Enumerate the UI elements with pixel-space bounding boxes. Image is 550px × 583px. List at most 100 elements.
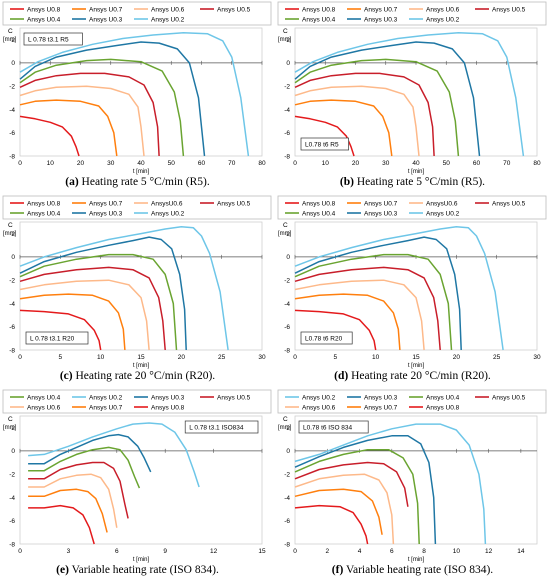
y-axis-unit: [mm] xyxy=(3,231,17,237)
x-axis-label: t [min] xyxy=(408,557,425,563)
y-tick-label: -2 xyxy=(9,277,15,284)
legend-label: Ansys U0.4 xyxy=(426,395,460,402)
y-tick-label: -4 xyxy=(284,301,290,308)
series-line xyxy=(28,446,141,489)
annotation-box xyxy=(300,137,349,151)
series-line xyxy=(19,279,150,351)
series-line xyxy=(19,266,166,351)
x-tick-label: 20 xyxy=(352,160,360,167)
legend-label: Ansys U0.3 xyxy=(151,395,185,402)
y-tick-label: 0 xyxy=(286,60,290,67)
y-tick-label: -4 xyxy=(284,495,290,502)
caption-e: (e) Variable heating rate (ISO 834). xyxy=(56,564,219,576)
chart-f: Ansys U0.2 Ansys U0.3 Ansys U0.4 Ansys U0.5… xyxy=(277,389,547,563)
y-axis-unit: [mm] xyxy=(3,425,17,431)
legend-box xyxy=(277,1,547,26)
series-line xyxy=(19,58,185,157)
x-tick-label: 8 xyxy=(422,548,426,555)
legend-label: Ansys U0.4 xyxy=(27,395,61,402)
annotation-label: L 0.78 t3.1 R5 xyxy=(28,37,69,44)
series-line xyxy=(294,31,525,157)
series-line xyxy=(19,31,250,157)
legend-label: Ansys U0.4 xyxy=(27,17,61,24)
x-tick-label: 9 xyxy=(163,548,167,555)
x-axis-label: t [min] xyxy=(408,363,425,369)
y-axis-label: C xyxy=(8,416,13,423)
y-tick-label: -6 xyxy=(284,518,290,525)
y-tick-label: -4 xyxy=(9,495,15,502)
y-axis-unit: [mm] xyxy=(278,37,292,43)
caption-a: (a) Heating rate 5 °C/min (R5). xyxy=(65,176,210,188)
y-axis-label: C xyxy=(8,28,13,35)
series-line xyxy=(294,435,437,545)
x-tick-label: 80 xyxy=(258,160,266,167)
legend-label: Ansys U0.4 xyxy=(302,17,336,24)
legend-label: Ansys U0.7 xyxy=(89,7,123,14)
x-axis-label: t [min] xyxy=(133,557,150,563)
legend-label: Ansys U0.7 xyxy=(89,405,123,412)
y-tick-label: -2 xyxy=(9,83,15,90)
legend-label: Ansys U0.6 xyxy=(151,7,185,14)
caption-b: (b) Heating rate 5 °C/min (R5). xyxy=(339,176,486,188)
panel-a: Ansys U0.8 Ansys U0.7 Ansys U0.6 Ansys U0.5… xyxy=(0,0,275,194)
series-line xyxy=(294,72,435,157)
legend-label: AnsysU0.6 xyxy=(151,201,183,208)
legend-label: Ansys U0.2 xyxy=(302,395,336,402)
annotation-box xyxy=(25,331,89,345)
series-line xyxy=(19,41,206,157)
panel-e: Ansys U0.4 Ansys U0.2 Ansys U0.3 Ansys U0.5… xyxy=(0,388,275,582)
legend-label: Ansys U0.4 xyxy=(302,211,336,218)
legend-label: AnsysU0.6 xyxy=(426,201,458,208)
plot-area xyxy=(294,415,538,545)
series-line xyxy=(294,99,393,157)
x-tick-label: 5 xyxy=(59,354,63,361)
y-tick-label: 0 xyxy=(11,60,15,67)
series-line xyxy=(294,504,369,545)
x-tick-label: 10 xyxy=(453,548,461,555)
chart-c: Ansys U0.8 Ansys U0.7 AnsysU0.6 Ansys U0.5 A… xyxy=(2,195,272,369)
x-axis-label: t [min] xyxy=(408,169,425,175)
x-tick-label: 4 xyxy=(358,548,362,555)
series-line xyxy=(28,433,152,473)
series-line xyxy=(294,279,425,351)
x-tick-label: 15 xyxy=(258,548,266,555)
legend-label: Ansys U0.8 xyxy=(302,201,336,208)
legend-label: Ansys U0.8 xyxy=(426,405,460,412)
chart-b: Ansys U0.8 Ansys U0.7 Ansys U0.6 Ansys U0.5… xyxy=(277,1,547,175)
x-tick-label: 0 xyxy=(18,160,22,167)
legend-box xyxy=(2,389,272,414)
y-tick-label: 2 xyxy=(286,37,290,44)
y-tick-label: 0 xyxy=(286,254,290,261)
y-tick-label: -2 xyxy=(9,471,15,478)
y-tick-label: -6 xyxy=(9,130,15,137)
x-tick-label: 12 xyxy=(210,548,218,555)
series-line xyxy=(28,461,129,519)
series-line xyxy=(294,488,383,535)
y-tick-label: -6 xyxy=(9,518,15,525)
x-tick-label: 30 xyxy=(107,160,115,167)
series-line xyxy=(294,309,377,351)
chart-e: Ansys U0.4 Ansys U0.2 Ansys U0.3 Ansys U0.5… xyxy=(2,389,272,563)
y-tick-label: -2 xyxy=(284,277,290,284)
panel-b: Ansys U0.8 Ansys U0.7 Ansys U0.6 Ansys U0.5… xyxy=(275,0,550,194)
x-axis-label: t [min] xyxy=(133,169,150,175)
x-tick-label: 70 xyxy=(503,160,511,167)
legend-box xyxy=(2,195,272,220)
x-tick-label: 25 xyxy=(218,354,226,361)
legend-label: Ansys U0.5 xyxy=(217,7,251,14)
y-axis-label: C xyxy=(283,416,288,423)
x-tick-label: 40 xyxy=(137,160,145,167)
y-tick-label: 2 xyxy=(286,425,290,432)
series-line xyxy=(294,115,355,157)
series-line xyxy=(19,225,229,351)
caption-c: (c) Heating rate 20 °C/min (R20). xyxy=(59,370,216,382)
series-line xyxy=(294,423,487,545)
legend-label: Ansys U0.6 xyxy=(302,405,336,412)
x-axis-label: t [min] xyxy=(133,363,150,369)
series-line xyxy=(294,473,395,545)
legend-box xyxy=(2,1,272,26)
series-line xyxy=(294,225,504,351)
y-tick-label: -8 xyxy=(284,347,290,354)
series-line xyxy=(19,99,118,157)
annotation-label: L0.78 t6 R5 xyxy=(305,142,339,149)
